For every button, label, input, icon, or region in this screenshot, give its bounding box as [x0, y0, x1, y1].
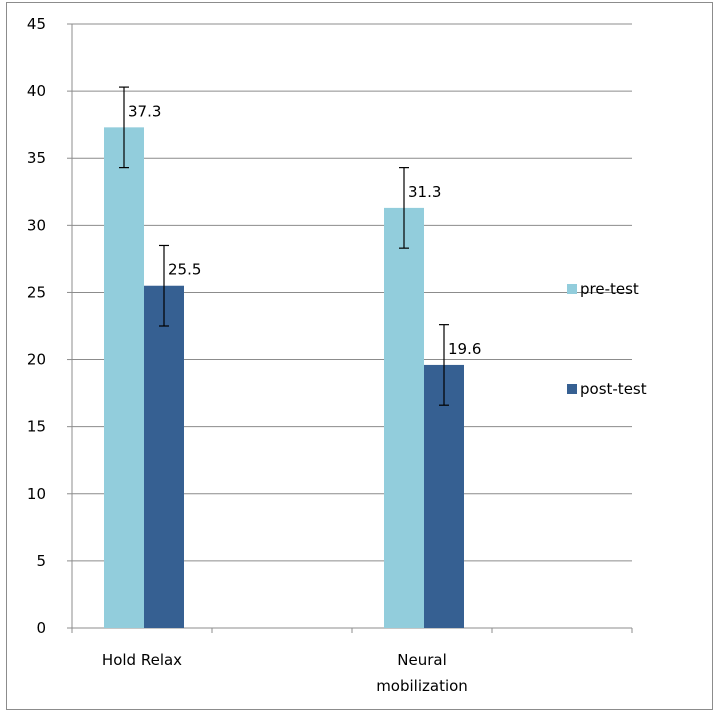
x-axis: Hold Relax Neural mobilization: [71, 627, 633, 695]
error-bars: [119, 86, 449, 406]
bar-pre-test: [384, 207, 424, 628]
y-tick-label: 20: [27, 351, 46, 369]
y-tick-label: 45: [27, 15, 46, 33]
y-tick-label: 15: [27, 418, 46, 436]
bar-pre-test: [104, 127, 144, 629]
data-label: 25.5: [168, 261, 201, 279]
data-label: 19.6: [448, 340, 481, 358]
y-tick-label: 0: [36, 619, 46, 637]
legend-swatch-post-test: [567, 384, 577, 394]
legend-swatch-pre-test: [567, 284, 577, 294]
data-label: 37.3: [128, 102, 161, 120]
legend-label-pre-test: pre-test: [580, 280, 639, 298]
data-labels: 37.3 25.5 31.3 19.6: [128, 102, 481, 358]
legend-label-post-test: post-test: [580, 380, 647, 398]
y-tick-label: 40: [27, 82, 46, 100]
legend: pre-test post-test: [567, 280, 647, 398]
y-tick-label: 10: [27, 485, 46, 503]
y-tick-label: 30: [27, 216, 46, 234]
x-category-label: mobilization: [376, 677, 468, 695]
bar-post-test: [424, 364, 464, 628]
data-label: 31.3: [408, 183, 441, 201]
x-category-label: Neural: [397, 651, 446, 669]
bars: [104, 127, 464, 629]
y-tick-label: 25: [27, 283, 46, 301]
y-axis: 0 5 10 15 20 25 30 35 40 45: [27, 15, 73, 637]
x-category-label: Hold Relax: [102, 651, 182, 669]
y-tick-label: 5: [36, 552, 46, 570]
bar-post-test: [144, 285, 184, 628]
y-tick-label: 35: [27, 149, 46, 167]
